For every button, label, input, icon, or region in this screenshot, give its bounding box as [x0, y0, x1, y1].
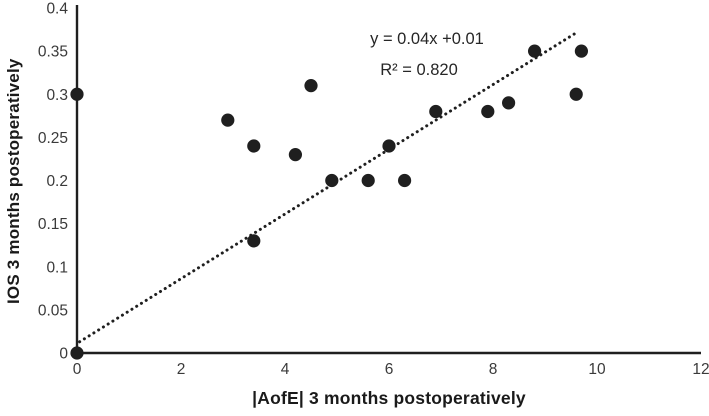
data-point	[304, 79, 318, 93]
x-tick-label: 2	[177, 361, 186, 378]
data-point	[70, 87, 84, 101]
data-point	[502, 96, 516, 110]
trendline	[78, 30, 579, 344]
y-tick-label: 0.2	[46, 173, 68, 190]
y-axis-title: IOS 3 months postoperatively	[4, 58, 23, 304]
x-tick-label: 6	[385, 361, 394, 378]
y-tick-label: 0	[59, 346, 68, 363]
y-tick-label: 0.25	[38, 130, 68, 147]
y-tick-label: 0.15	[38, 216, 68, 233]
x-tick-label: 8	[489, 361, 498, 378]
x-tick-label: 0	[73, 361, 82, 378]
data-point	[528, 44, 542, 58]
data-point	[569, 87, 583, 101]
x-tick-label: 4	[281, 361, 290, 378]
data-point	[247, 234, 261, 248]
trendline-equation-label: y = 0.04x +0.01	[370, 30, 484, 48]
data-point	[70, 346, 84, 360]
x-tick-label: 12	[692, 361, 709, 378]
data-point	[398, 173, 412, 188]
y-tick-label: 0.1	[46, 259, 68, 276]
data-point	[288, 148, 302, 162]
y-tick-label: 0.35	[38, 44, 68, 61]
y-tick-label: 0.05	[38, 302, 68, 319]
data-point	[361, 173, 375, 188]
data-point	[325, 173, 339, 188]
data-point	[429, 104, 443, 119]
y-tick-label: 0.4	[46, 1, 68, 18]
data-point	[382, 139, 396, 153]
data-point	[221, 113, 235, 127]
y-tick-label: 0.3	[46, 87, 68, 104]
r-squared-label: R² = 0.820	[380, 61, 458, 79]
data-point	[574, 44, 589, 58]
data-point	[481, 104, 495, 119]
data-point	[247, 139, 261, 153]
x-tick-label: 10	[588, 361, 606, 378]
x-axis-title: |AofE| 3 months postoperatively	[252, 388, 526, 408]
